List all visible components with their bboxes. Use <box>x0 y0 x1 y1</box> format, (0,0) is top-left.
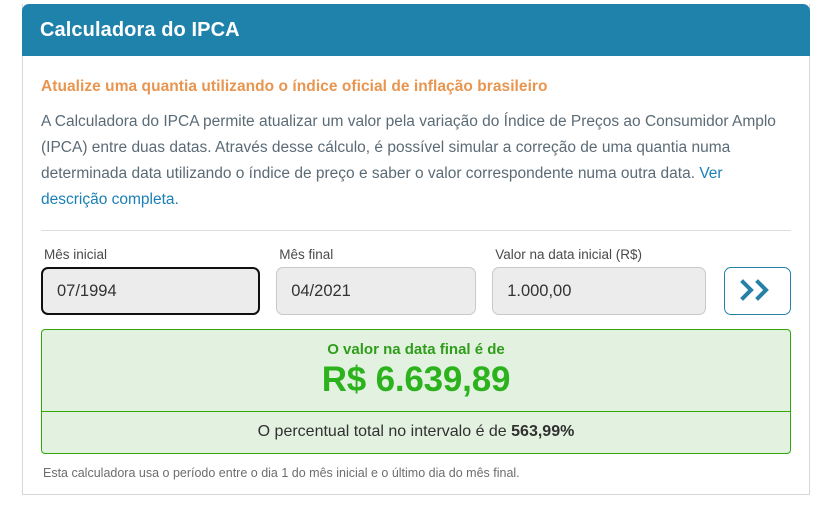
result-panel: O valor na data final é de R$ 6.639,89 O… <box>41 329 791 454</box>
field-start-month: Mês inicial <box>41 247 261 315</box>
footnote-text: Esta calculadora usa o período entre o d… <box>43 466 520 480</box>
field-initial-value: Valor na data inicial (R$) <box>492 247 706 315</box>
card-subtitle: Atualize uma quantia utilizando o índice… <box>41 78 548 95</box>
result-percent-row: O percentual total no intervalo é de 563… <box>42 411 790 453</box>
double-chevron-right-icon <box>739 278 775 304</box>
result-caption: O valor na data final é de <box>327 341 505 358</box>
card-body: Atualize uma quantia utilizando o índice… <box>23 56 809 494</box>
section-divider <box>41 230 791 231</box>
result-value: R$ 6.639,89 <box>321 360 511 399</box>
end-month-input[interactable] <box>276 267 477 315</box>
initial-value-label: Valor na data inicial (R$) <box>495 247 643 262</box>
result-percent-prefix: O percentual total no intervalo é de <box>257 423 512 440</box>
initial-value-input[interactable] <box>492 267 706 315</box>
field-end-month: Mês final <box>276 247 477 315</box>
result-primary: O valor na data final é de R$ 6.639,89 <box>42 330 790 411</box>
ipca-calculator-card: Calculadora do IPCA Atualize uma quantia… <box>22 4 810 495</box>
start-month-input[interactable] <box>41 267 261 315</box>
calculate-button[interactable] <box>723 267 791 315</box>
calculator-form: Mês inicial Mês final Valor na data inic… <box>41 247 791 315</box>
end-month-label: Mês final <box>279 247 334 262</box>
result-percent-value: 563,99% <box>511 423 575 440</box>
description-text: A Calculadora do IPCA permite atualizar … <box>41 113 776 182</box>
card-description: A Calculadora do IPCA permite atualizar … <box>41 109 781 213</box>
page-title: Calculadora do IPCA <box>40 18 240 41</box>
start-month-label: Mês inicial <box>44 247 108 262</box>
card-header: Calculadora do IPCA <box>22 4 810 56</box>
full-description-link[interactable]: Ver descrição completa. <box>41 165 723 208</box>
